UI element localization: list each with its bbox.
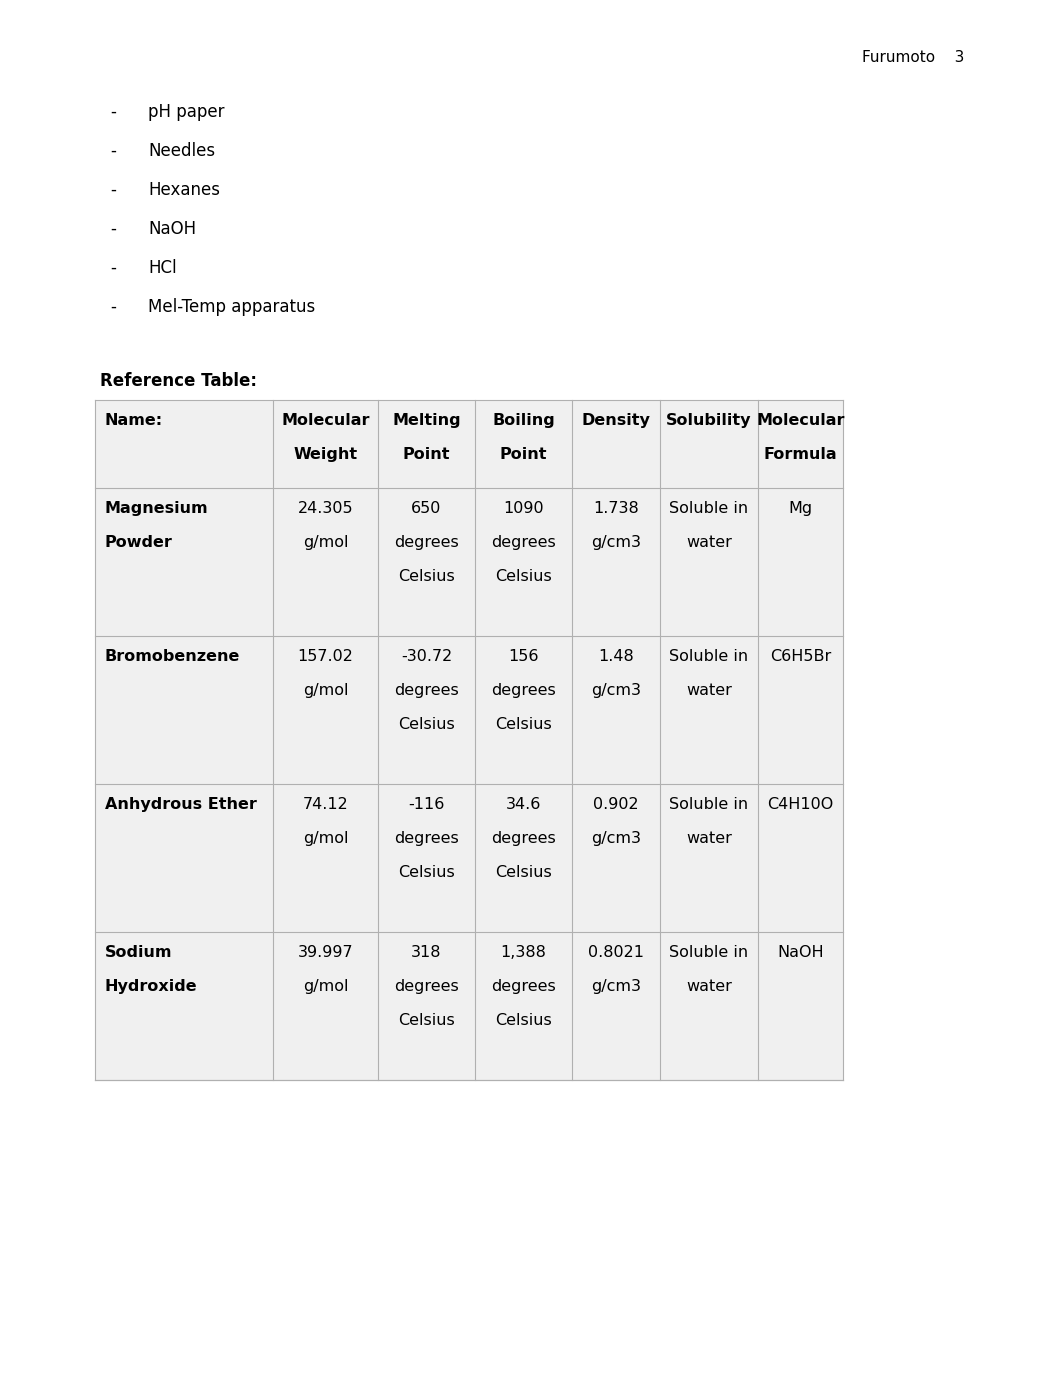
- Text: g/cm3: g/cm3: [590, 683, 641, 698]
- Text: -: -: [110, 103, 116, 121]
- Text: 1090: 1090: [503, 501, 544, 516]
- Text: Anhydrous Ether: Anhydrous Ether: [105, 797, 257, 812]
- Text: g/mol: g/mol: [303, 979, 348, 994]
- Text: Sodium: Sodium: [105, 945, 172, 960]
- Text: 156: 156: [509, 649, 538, 664]
- Text: 1,388: 1,388: [500, 945, 547, 960]
- Text: Furumoto    3: Furumoto 3: [862, 50, 964, 65]
- Text: 34.6: 34.6: [506, 797, 542, 812]
- Text: Solubility: Solubility: [666, 413, 752, 428]
- Text: NaOH: NaOH: [777, 945, 824, 960]
- Text: g/cm3: g/cm3: [590, 979, 641, 994]
- Text: Melting: Melting: [392, 413, 461, 428]
- Text: 0.902: 0.902: [594, 797, 639, 812]
- Text: Celsius: Celsius: [495, 865, 552, 880]
- Text: 1.48: 1.48: [598, 649, 634, 664]
- Text: Celsius: Celsius: [398, 1013, 455, 1029]
- Text: Bromobenzene: Bromobenzene: [105, 649, 240, 664]
- Text: water: water: [686, 979, 732, 994]
- Text: Celsius: Celsius: [495, 569, 552, 584]
- Text: -30.72: -30.72: [400, 649, 452, 664]
- Text: -: -: [110, 220, 116, 238]
- Text: Magnesium: Magnesium: [105, 501, 208, 516]
- Text: g/mol: g/mol: [303, 683, 348, 698]
- Text: degrees: degrees: [394, 830, 459, 845]
- Text: C6H5Br: C6H5Br: [770, 649, 832, 664]
- Text: -: -: [110, 180, 116, 200]
- Text: g/cm3: g/cm3: [590, 830, 641, 845]
- Text: degrees: degrees: [491, 536, 555, 549]
- Text: Soluble in: Soluble in: [669, 649, 749, 664]
- Text: 0.8021: 0.8021: [588, 945, 644, 960]
- Text: water: water: [686, 536, 732, 549]
- Text: Powder: Powder: [105, 536, 173, 549]
- Text: Density: Density: [582, 413, 650, 428]
- Text: g/cm3: g/cm3: [590, 536, 641, 549]
- Text: Needles: Needles: [148, 142, 216, 160]
- Text: Hydroxide: Hydroxide: [105, 979, 198, 994]
- Text: 650: 650: [411, 501, 442, 516]
- Bar: [95, 399, 843, 1080]
- Text: Mel-Temp apparatus: Mel-Temp apparatus: [148, 297, 315, 315]
- Text: 1.738: 1.738: [593, 501, 639, 516]
- Text: degrees: degrees: [394, 683, 459, 698]
- Text: Molecular: Molecular: [756, 413, 844, 428]
- Text: Soluble in: Soluble in: [669, 797, 749, 812]
- Text: degrees: degrees: [394, 979, 459, 994]
- Text: Celsius: Celsius: [398, 569, 455, 584]
- Text: -: -: [110, 259, 116, 277]
- Text: water: water: [686, 830, 732, 845]
- Text: Celsius: Celsius: [398, 865, 455, 880]
- Text: -: -: [110, 297, 116, 315]
- Text: 24.305: 24.305: [297, 501, 354, 516]
- Text: Molecular: Molecular: [281, 413, 370, 428]
- Text: NaOH: NaOH: [148, 220, 196, 238]
- Text: Celsius: Celsius: [495, 1013, 552, 1029]
- Text: Celsius: Celsius: [495, 717, 552, 733]
- Text: Point: Point: [402, 448, 450, 463]
- Text: Celsius: Celsius: [398, 717, 455, 733]
- Text: degrees: degrees: [491, 830, 555, 845]
- Text: degrees: degrees: [491, 979, 555, 994]
- Text: g/mol: g/mol: [303, 830, 348, 845]
- Text: Mg: Mg: [788, 501, 812, 516]
- Text: 74.12: 74.12: [303, 797, 348, 812]
- Text: Hexanes: Hexanes: [148, 180, 220, 200]
- Text: Name:: Name:: [105, 413, 164, 428]
- Text: Point: Point: [500, 448, 547, 463]
- Text: pH paper: pH paper: [148, 103, 224, 121]
- Text: 318: 318: [411, 945, 442, 960]
- Text: -: -: [110, 142, 116, 160]
- Text: Soluble in: Soluble in: [669, 945, 749, 960]
- Text: water: water: [686, 683, 732, 698]
- Text: C4H10O: C4H10O: [768, 797, 834, 812]
- Text: Reference Table:: Reference Table:: [100, 372, 257, 390]
- Text: degrees: degrees: [394, 536, 459, 549]
- Text: HCl: HCl: [148, 259, 176, 277]
- Text: Weight: Weight: [293, 448, 358, 463]
- Text: Soluble in: Soluble in: [669, 501, 749, 516]
- Text: -116: -116: [408, 797, 445, 812]
- Text: Boiling: Boiling: [492, 413, 554, 428]
- Text: degrees: degrees: [491, 683, 555, 698]
- Text: 157.02: 157.02: [297, 649, 354, 664]
- Text: Formula: Formula: [764, 448, 837, 463]
- Text: 39.997: 39.997: [297, 945, 354, 960]
- Text: g/mol: g/mol: [303, 536, 348, 549]
